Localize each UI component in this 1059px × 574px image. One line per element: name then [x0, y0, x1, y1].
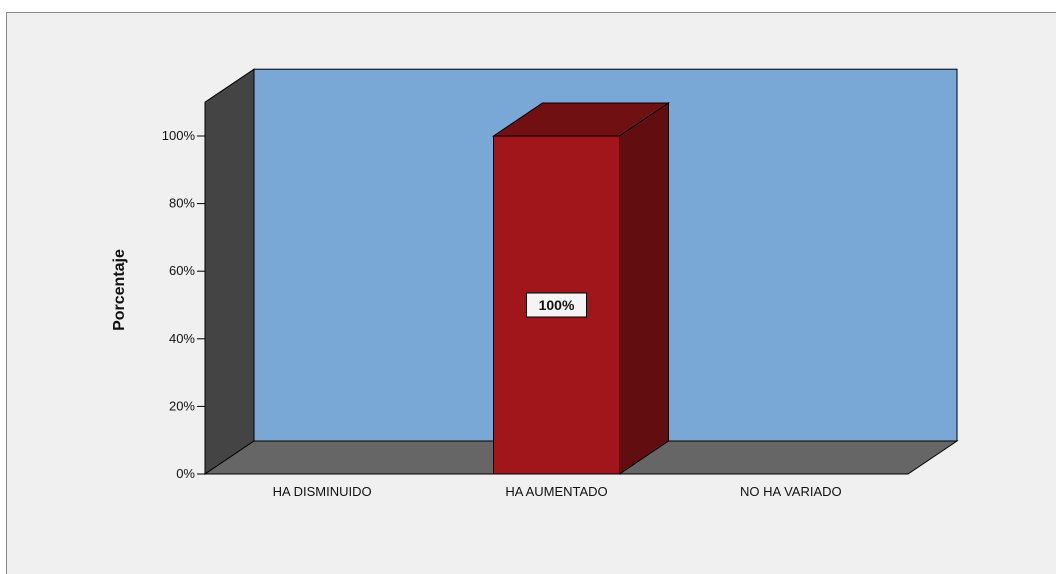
y-tick-label: 80% — [169, 196, 195, 211]
y-tick-label: 100% — [162, 128, 196, 143]
x-tick-label: HA DISMINUIDO — [273, 484, 372, 499]
y-tick-label: 40% — [169, 331, 195, 346]
x-tick-label: HA AUMENTADO — [505, 484, 607, 499]
y-tick-label: 0% — [176, 466, 195, 481]
y-axis: 0% 20% 40% 60% 80% 100% — [162, 128, 205, 481]
y-tick-label: 20% — [169, 398, 195, 413]
y-axis-title: Porcentaje — [111, 249, 128, 331]
bars: 100% — [491, 102, 671, 475]
side-wall — [204, 68, 255, 475]
bar-side — [619, 102, 669, 475]
x-tick-label: NO HA VARIADO — [740, 484, 842, 499]
bar: 100% — [491, 102, 671, 475]
y-tick-label: 60% — [169, 263, 195, 278]
data-label-box — [526, 292, 587, 318]
data-label: 100% — [539, 297, 575, 313]
x-axis: HA DISMINUIDO HA AUMENTADO NO HA VARIADO — [273, 484, 842, 499]
